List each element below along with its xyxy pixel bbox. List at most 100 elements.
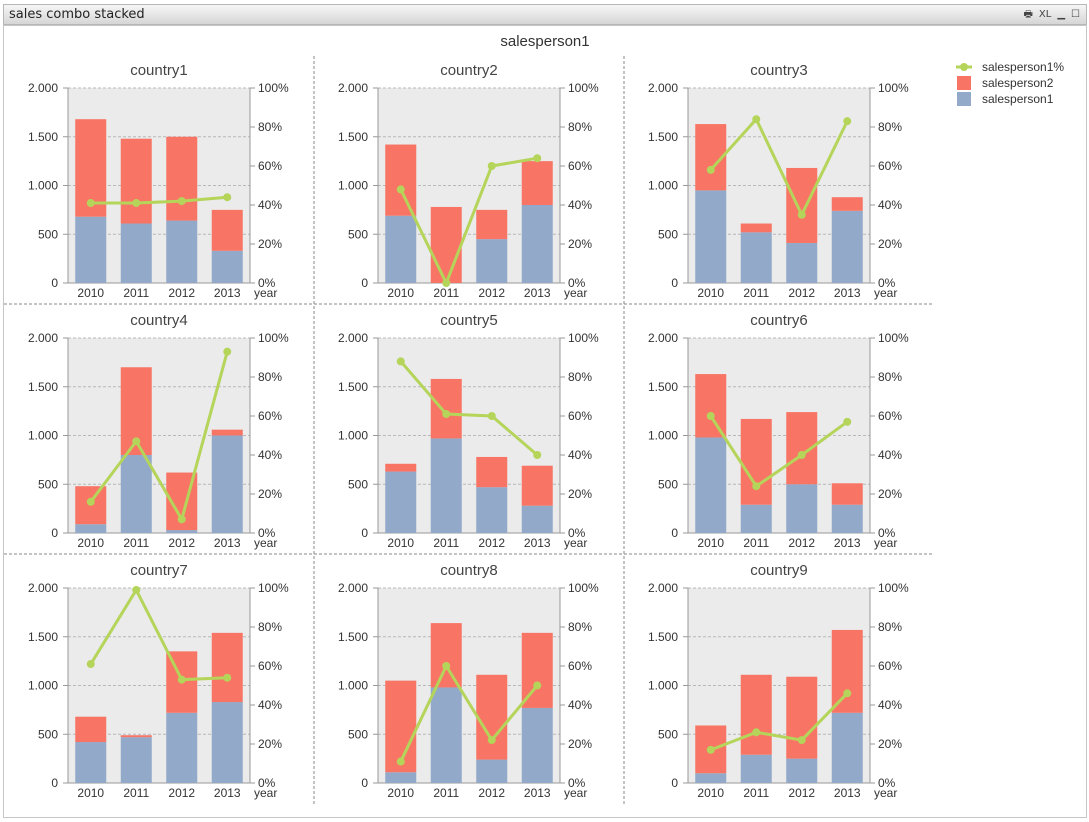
chart-frame: salesperson1 country1 0 500 1.000 1.500 2.000 0… <box>3 25 1087 818</box>
bar-salesperson1 <box>120 455 152 533</box>
bar-salesperson2 <box>740 223 772 233</box>
point-salesperson1-pct <box>86 660 95 669</box>
left-tick-label: 0 <box>361 276 368 290</box>
excel-export-button[interactable]: XL <box>1038 9 1052 20</box>
right-tick-label: 80% <box>878 620 902 634</box>
x-tick-label: 2010 <box>697 786 724 800</box>
left-tick-label: 1.500 <box>28 380 58 394</box>
x-tick-label: 2010 <box>697 536 724 550</box>
x-axis-label: year <box>564 286 587 300</box>
left-tick-label: 500 <box>38 727 58 741</box>
bar-salesperson2 <box>430 378 462 439</box>
bar-salesperson2 <box>831 629 863 713</box>
right-tick-label: 60% <box>568 159 592 173</box>
left-tick-label: 1.000 <box>338 179 368 193</box>
bar-salesperson2 <box>430 623 462 688</box>
left-tick-label: 1.500 <box>648 380 678 394</box>
left-tick-label: 1.000 <box>648 679 678 693</box>
point-salesperson1-pct <box>487 162 496 170</box>
minimize-button[interactable]: ▁ <box>1057 9 1066 20</box>
point-salesperson1-pct <box>442 279 451 287</box>
x-tick-label: 2013 <box>524 786 551 800</box>
right-tick-label: 60% <box>258 409 282 423</box>
right-tick-label: 80% <box>258 120 282 134</box>
bar-salesperson1 <box>521 707 553 783</box>
x-tick-label: 2011 <box>433 286 459 300</box>
point-salesperson1-pct <box>396 357 405 366</box>
bar-salesperson1 <box>695 190 727 283</box>
left-tick-label: 500 <box>348 727 368 741</box>
right-tick-label: 40% <box>258 448 282 462</box>
right-tick-label: 40% <box>568 448 592 462</box>
panel-title: country6 <box>750 312 808 329</box>
chart-title: salesperson1 <box>500 33 589 50</box>
point-salesperson1-pct <box>223 673 232 682</box>
right-tick-label: 80% <box>878 120 902 134</box>
right-tick-label: 60% <box>258 159 282 173</box>
x-tick-label: 2011 <box>123 286 149 300</box>
bar-salesperson2 <box>385 463 417 472</box>
x-tick-label: 2011 <box>433 536 459 550</box>
bar-salesperson1 <box>166 530 198 533</box>
x-axis-label: year <box>874 786 897 800</box>
right-tick-label: 100% <box>568 581 599 595</box>
maximize-button[interactable]: ☐ <box>1071 9 1080 20</box>
left-tick-label: 2.000 <box>28 581 58 595</box>
bar-salesperson1 <box>740 504 772 533</box>
legend-label: salesperson2 <box>982 76 1054 90</box>
x-tick-label: 2010 <box>387 786 414 800</box>
point-salesperson1-pct <box>86 199 95 208</box>
bar-salesperson2 <box>521 161 553 205</box>
trellis-chart: salesperson1 country1 0 500 1.000 1.500 2.000 0… <box>4 33 1064 806</box>
right-tick-label: 40% <box>878 198 902 212</box>
left-tick-label: 1.000 <box>28 429 58 443</box>
bar-salesperson2 <box>786 676 818 759</box>
point-salesperson1-pct <box>797 210 806 219</box>
legend-label: salesperson1 <box>982 92 1054 106</box>
line-salesperson1-pct <box>399 360 539 457</box>
point-salesperson1-pct <box>752 482 761 491</box>
left-tick-label: 500 <box>348 227 368 241</box>
legend-label: salesperson1% <box>982 60 1064 74</box>
point-salesperson1-pct <box>706 165 715 174</box>
right-tick-label: 20% <box>878 487 902 501</box>
point-salesperson1-pct <box>843 689 852 698</box>
right-tick-label: 80% <box>258 370 282 384</box>
bar-salesperson2 <box>740 418 772 505</box>
point-salesperson1-pct <box>177 197 186 206</box>
x-tick-label: 2013 <box>834 786 861 800</box>
bar-salesperson2 <box>476 456 508 488</box>
bar-salesperson1 <box>740 754 772 783</box>
bar-salesperson1 <box>476 239 508 283</box>
right-tick-label: 80% <box>568 120 592 134</box>
left-tick-label: 1.500 <box>648 630 678 644</box>
x-tick-label: 2013 <box>524 286 551 300</box>
left-tick-label: 1.000 <box>28 179 58 193</box>
point-salesperson1-pct <box>843 417 852 426</box>
x-tick-label: 2011 <box>743 536 769 550</box>
panel-title: country9 <box>750 562 808 579</box>
bar-salesperson2 <box>695 374 727 438</box>
right-tick-label: 100% <box>258 581 289 595</box>
left-tick-label: 1.500 <box>338 130 368 144</box>
right-tick-label: 20% <box>878 237 902 251</box>
right-tick-label: 40% <box>258 198 282 212</box>
right-tick-label: 20% <box>568 237 592 251</box>
bar-salesperson2 <box>476 674 508 760</box>
print-icon[interactable]: 🖶 <box>1023 9 1033 20</box>
x-tick-label: 2010 <box>77 286 104 300</box>
point-salesperson1-pct <box>533 451 542 459</box>
point-salesperson1-pct <box>223 193 232 202</box>
x-tick-label: 2012 <box>478 786 505 800</box>
left-tick-label: 500 <box>658 477 678 491</box>
point-salesperson1-pct <box>177 675 186 684</box>
bar-salesperson2 <box>476 209 508 240</box>
right-tick-label: 80% <box>568 370 592 384</box>
point-salesperson1-pct <box>843 117 852 126</box>
point-salesperson1-pct <box>752 115 761 124</box>
right-tick-label: 0% <box>878 276 896 290</box>
panel-title: country8 <box>440 562 498 579</box>
bar-salesperson1 <box>521 505 553 533</box>
right-tick-label: 40% <box>258 698 282 712</box>
left-tick-label: 1.000 <box>648 179 678 193</box>
